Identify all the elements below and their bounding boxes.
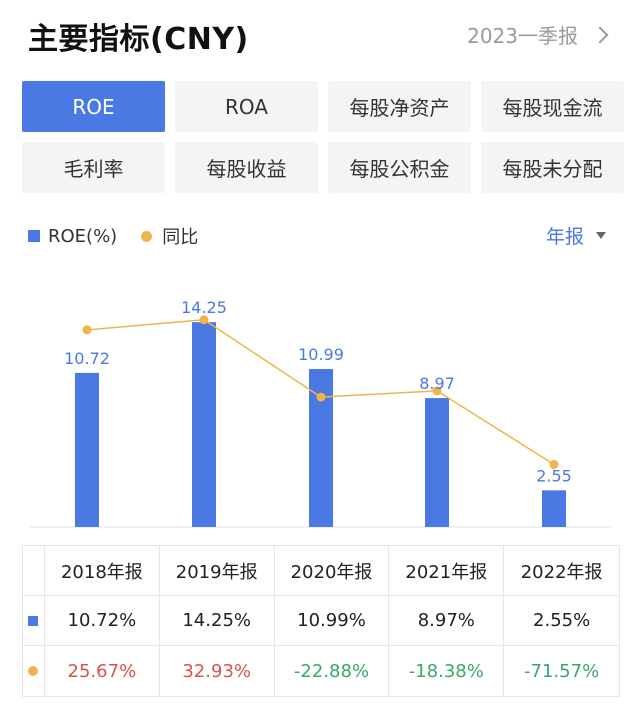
- table-cell: 2.55%: [533, 610, 591, 631]
- bar-value-label: 8.97: [419, 374, 455, 393]
- yoy-point-2020年报: [316, 392, 326, 402]
- bar-2018年报: [75, 372, 99, 527]
- bar-value-label: 14.25: [181, 298, 227, 317]
- table-cell: 10.72%: [45, 596, 160, 645]
- table-header-row: 2018年报 2019年报 2020年报 2021年报 2022年报: [23, 546, 619, 596]
- bar-2021年报: [425, 398, 449, 527]
- bar-2019年报: [192, 322, 216, 527]
- table-row-roe: 10.72% 14.25% 10.99% 8.97% 2.55%: [23, 596, 619, 646]
- tab-cash-flow-per-share[interactable]: 每股现金流: [481, 81, 624, 132]
- table-header: 2018年报: [45, 546, 160, 595]
- caret-down-icon: [596, 232, 606, 239]
- chart-legend: ROE(%) 同比: [28, 223, 198, 249]
- table-header: 2022年报: [520, 561, 603, 583]
- frequency-label: 年报: [545, 226, 584, 248]
- header: 主要指标(CNY) 2023一季报: [0, 0, 626, 72]
- table-header: 2021年报: [389, 546, 505, 595]
- tab-roa[interactable]: ROA: [175, 81, 318, 132]
- yoy-point-2019年报: [199, 315, 209, 325]
- bar-value-label: 2.55: [536, 466, 572, 485]
- bar-2022年报: [542, 490, 566, 527]
- tab-reserve-per-share[interactable]: 每股公积金: [328, 142, 471, 193]
- table-cell: -18.38%: [389, 646, 505, 696]
- bar-legend-swatch: [28, 230, 40, 242]
- tab-eps[interactable]: 每股收益: [175, 142, 318, 193]
- yoy-point-2021年报: [432, 386, 442, 396]
- table-cell: 10.99%: [275, 596, 390, 645]
- table-cell: -71.57%: [524, 660, 600, 682]
- table-corner: [23, 546, 45, 595]
- tab-roe[interactable]: ROE: [22, 81, 165, 132]
- table-cell: 25.67%: [45, 646, 160, 696]
- data-table: 2018年报 2019年报 2020年报 2021年报 2022年报 10.72…: [22, 545, 620, 697]
- row-marker-cell: [23, 646, 45, 696]
- period-selector[interactable]: 2023一季报: [467, 20, 612, 49]
- roe-square-icon: [28, 615, 39, 626]
- yoy-point-2018年报: [82, 325, 92, 335]
- chevron-right-icon: [591, 26, 609, 43]
- table-cell: 32.93%: [160, 646, 275, 696]
- indicator-tabs: ROE ROA 每股净资产 每股现金流 毛利率 每股收益 每股公积金 每股未分配: [22, 81, 624, 193]
- table-cell: -22.88%: [275, 646, 390, 696]
- tab-net-assets-per-share[interactable]: 每股净资产: [328, 81, 471, 132]
- bar-value-label: 10.99: [298, 345, 344, 364]
- bar-legend-label: ROE(%): [48, 225, 118, 247]
- bar-value-label: 10.72: [64, 349, 110, 368]
- line-legend-swatch: [141, 230, 153, 242]
- table-row-yoy: 25.67% 32.93% -22.88% -18.38% -71.57%: [23, 646, 619, 696]
- row-marker-cell: [23, 596, 45, 645]
- yoy-point-2022年报: [549, 459, 559, 469]
- yoy-dot-icon: [28, 666, 39, 676]
- period-label: 2023一季报: [467, 24, 578, 48]
- tab-undistributed-per-share[interactable]: 每股未分配: [481, 142, 624, 193]
- frequency-dropdown[interactable]: 年报: [546, 222, 606, 249]
- line-legend-label: 同比: [162, 227, 199, 248]
- table-cell: 14.25%: [160, 596, 275, 645]
- table-cell: 8.97%: [389, 596, 505, 645]
- page-title: 主要指标(CNY): [28, 22, 249, 57]
- roe-chart: 10.72 14.25 10.99 8.97 2.55: [30, 298, 612, 528]
- table-header: 2020年报: [275, 546, 390, 595]
- table-header: 2019年报: [160, 546, 275, 595]
- tab-gross-margin[interactable]: 毛利率: [22, 142, 165, 193]
